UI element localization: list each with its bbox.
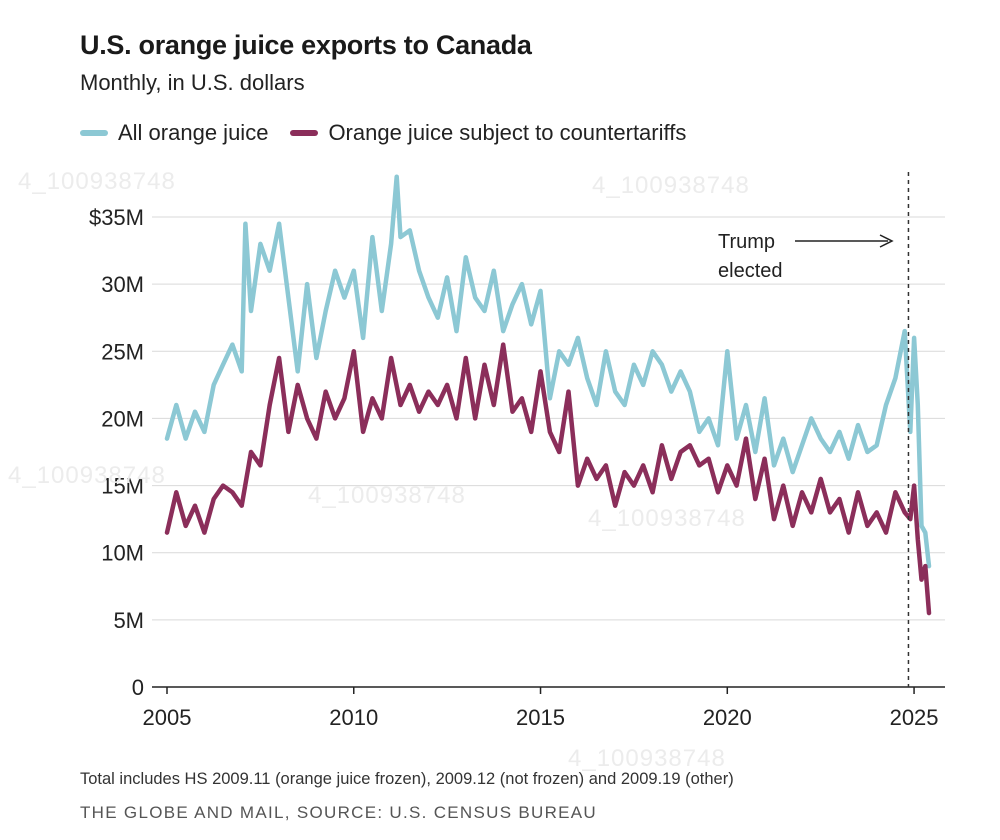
x-tick-label: 2005 bbox=[143, 705, 192, 730]
legend: All orange juice Orange juice subject to… bbox=[80, 120, 708, 146]
y-tick-label: 5M bbox=[113, 608, 144, 633]
legend-item-countertariffs: Orange juice subject to countertariffs bbox=[290, 120, 686, 146]
y-tick-label: $35M bbox=[89, 205, 144, 230]
y-tick-label: 15M bbox=[101, 474, 144, 499]
x-axis: 2005 2010 2015 2020 2025 bbox=[143, 686, 945, 730]
footnote: Total includes HS 2009.11 (orange juice … bbox=[80, 770, 734, 788]
annotation-text: Trump bbox=[718, 231, 775, 253]
legend-label-all: All orange juice bbox=[118, 120, 269, 145]
chart-title: U.S. orange juice exports to Canada bbox=[80, 30, 532, 60]
y-tick-label: 25M bbox=[101, 339, 144, 364]
y-axis: 0 5M 10M 15M 20M 25M 30M $35M bbox=[89, 205, 144, 700]
x-tick-label: 2025 bbox=[890, 705, 939, 730]
grid bbox=[152, 216, 945, 621]
series-line-all-orange-juice bbox=[164, 174, 932, 569]
legend-label-countertariffs: Orange juice subject to countertariffs bbox=[328, 120, 687, 145]
x-tick-label: 2015 bbox=[516, 705, 565, 730]
series-group bbox=[164, 174, 932, 616]
legend-item-all: All orange juice bbox=[80, 120, 268, 146]
series-line-countertariffs bbox=[164, 342, 932, 616]
trump-annotation: Trump elected bbox=[718, 172, 910, 687]
y-tick-label: 10M bbox=[101, 541, 144, 566]
arrow-head-icon bbox=[879, 234, 894, 248]
chart-subtitle: Monthly, in U.S. dollars bbox=[80, 70, 305, 95]
x-tick-label: 2020 bbox=[703, 705, 752, 730]
source-credit: THE GLOBE AND MAIL, SOURCE: U.S. CENSUS … bbox=[80, 803, 598, 822]
legend-swatch-countertariffs bbox=[290, 130, 319, 136]
legend-swatch-all bbox=[80, 130, 108, 136]
y-tick-label: 20M bbox=[101, 406, 144, 431]
y-tick-label: 30M bbox=[101, 272, 144, 297]
y-tick-label: 0 bbox=[132, 675, 144, 700]
annotation-text: elected bbox=[718, 260, 783, 282]
x-tick-label: 2010 bbox=[329, 705, 378, 730]
